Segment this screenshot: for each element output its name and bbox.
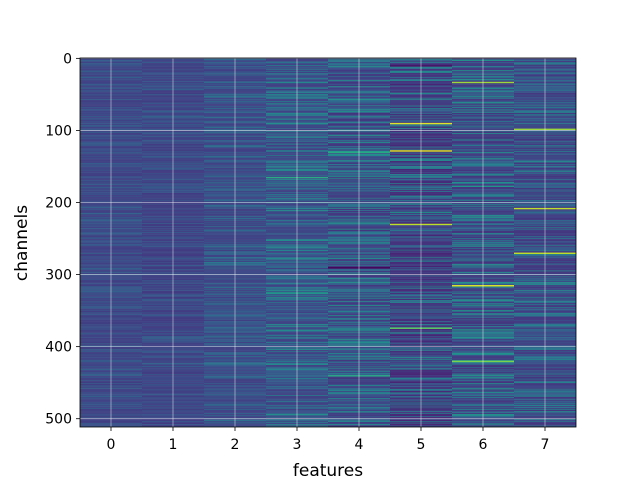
y-tick-label: 400 xyxy=(45,340,72,356)
y-tick-label: 100 xyxy=(45,123,72,139)
x-tick-label: 4 xyxy=(355,437,364,453)
x-axis: 0 1 2 3 4 5 6 7 xyxy=(107,427,550,453)
plot-frame xyxy=(79,57,577,428)
y-axis-label: channels xyxy=(12,205,32,281)
y-tick-label: 200 xyxy=(45,196,72,212)
x-tick-label: 3 xyxy=(293,437,302,453)
x-tick-label: 1 xyxy=(169,437,178,453)
heatmap-cells xyxy=(80,58,576,427)
x-tick-label: 6 xyxy=(479,437,488,453)
x-tick-label: 2 xyxy=(231,437,240,453)
y-tick-label: 300 xyxy=(45,268,72,284)
x-tick-label: 7 xyxy=(541,437,550,453)
grid-lines xyxy=(80,57,576,427)
x-tick-label: 0 xyxy=(107,437,116,453)
x-tick-label: 5 xyxy=(417,437,426,453)
y-tick-label: 500 xyxy=(45,412,72,428)
y-tick-label: 0 xyxy=(63,51,72,67)
x-axis-label: features xyxy=(293,461,363,480)
y-axis: 0 100 200 300 400 500 xyxy=(45,51,80,428)
